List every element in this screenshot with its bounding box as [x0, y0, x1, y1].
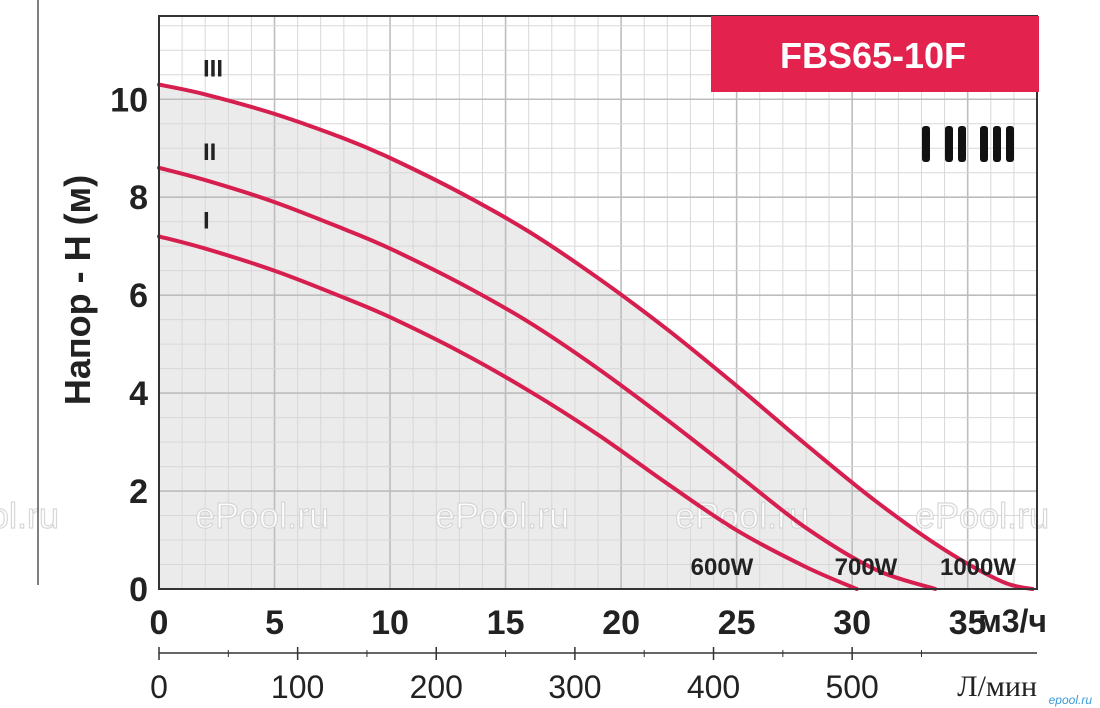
speed-legend-bars [922, 126, 1014, 162]
y-tick-label: 2 [129, 473, 148, 511]
curve-II [157, 165, 938, 591]
x-axis-unit-label: м3/ч [978, 603, 1047, 639]
plot-frame [158, 15, 1038, 590]
watermark-text: ePool.ru [435, 495, 569, 536]
y-tick-label: 6 [129, 277, 148, 315]
chart-title: FBS65-10F [780, 35, 966, 76]
y-tick-label: 4 [129, 375, 148, 413]
curve-III [157, 82, 1035, 591]
x2-tick-label: 500 [825, 669, 878, 705]
legend-bar-III [993, 126, 1001, 162]
x-tick-label: 5 [265, 604, 284, 642]
x-tick-label: 10 [371, 604, 409, 642]
curve-label-I: I [203, 207, 210, 234]
legend-bar-II [945, 126, 953, 162]
y-tick-layer: 0 2 4 6 8 10 [110, 81, 148, 609]
title-box [711, 16, 1039, 92]
legend-bar-II [958, 126, 966, 162]
curve-label-III: III [203, 56, 223, 83]
shaded-area-layer [159, 84, 1033, 589]
corner-watermark: epool.ru [1049, 693, 1093, 707]
grid-layer [159, 16, 1037, 589]
watermark-layer: Pool.ru ePool.ru ePool.ru ePool.ru ePool.ru [0, 494, 1050, 536]
curve-I [157, 234, 859, 591]
legend-bar-I [922, 126, 930, 162]
x-tick-layer: 0 5 10 15 20 25 30 35 [150, 604, 987, 642]
x-tick-label: 20 [602, 604, 640, 642]
watermark-text: Pool.ru [0, 495, 59, 536]
x2-tick-label: 200 [410, 669, 463, 705]
y-axis-label: Напор - H (м) [57, 175, 98, 405]
power-label-III: 1000W [940, 554, 1016, 581]
curve-label-II: II [203, 139, 216, 166]
y-tick-label: 10 [110, 81, 148, 119]
legend-bar-III [980, 126, 988, 162]
x2-axis-unit-label: Л/мин [957, 670, 1037, 703]
x2-tick-label: 400 [687, 669, 740, 705]
watermark-text: ePool.ru [195, 495, 329, 536]
curve-layer [157, 82, 1035, 591]
y-tick-label: 0 [129, 571, 148, 609]
x-tick-label: 0 [150, 604, 169, 642]
x2-tick-label: 300 [548, 669, 601, 705]
x2-tick-layer: 0 100 200 300 400 500 [150, 647, 922, 705]
x2-tick-label: 0 [150, 669, 168, 705]
watermark-text: ePool.ru [915, 495, 1049, 536]
shaded-area [159, 84, 1033, 589]
x2-tick-label: 100 [271, 669, 324, 705]
x-tick-label: 15 [487, 604, 525, 642]
x-tick-label: 25 [718, 604, 756, 642]
watermark-text: ePool.ru [675, 495, 809, 536]
y-tick-label: 8 [129, 179, 148, 217]
x-tick-label: 35 [949, 604, 987, 642]
power-label-II: 700W [835, 554, 898, 581]
legend-bar-III [1006, 126, 1014, 162]
power-label-I: 600W [691, 554, 754, 581]
x-tick-label: 30 [833, 604, 871, 642]
